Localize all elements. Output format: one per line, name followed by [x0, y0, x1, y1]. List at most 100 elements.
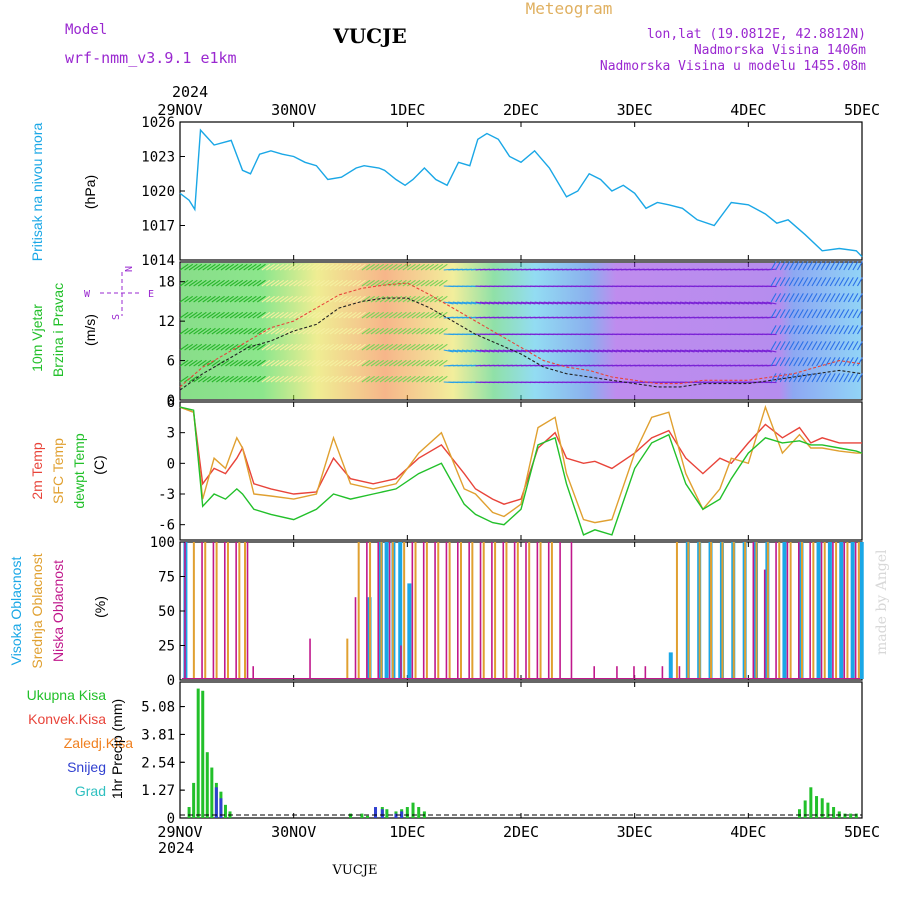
- wind-vector: [311, 343, 321, 351]
- wind-vector: [275, 375, 284, 383]
- wind-vector: [834, 277, 841, 287]
- wind-vector: [320, 359, 330, 367]
- wind-vector: [352, 359, 362, 367]
- wind-vector: [261, 375, 271, 383]
- wind-label-2: Brzina i Pravac: [50, 283, 66, 377]
- wind-vector: [216, 263, 225, 271]
- wind-vector: [843, 277, 850, 287]
- bottom-date-tick: 3DEC: [617, 823, 653, 841]
- wind-vector: [802, 309, 809, 319]
- wind-vector: [548, 349, 559, 353]
- wind-vector: [179, 327, 189, 335]
- wind-vector: [357, 343, 366, 351]
- wind-vector: [306, 279, 316, 287]
- wind-vector: [643, 301, 654, 305]
- wind-vector: [766, 301, 777, 305]
- wind-vector: [639, 301, 650, 305]
- wind-vector: [384, 359, 394, 367]
- wind-vector: [225, 279, 234, 287]
- wind-vector: [856, 373, 863, 383]
- year-bottom: 2024: [158, 839, 194, 857]
- wind-vector: [434, 279, 444, 287]
- model-altitude: Nadmorska Visina u modelu 1455.08m: [600, 59, 866, 74]
- wind-vector: [202, 359, 212, 367]
- wind-vector: [229, 343, 239, 351]
- wind-vector: [847, 261, 854, 271]
- wind-vector: [438, 279, 448, 287]
- wind-vector: [384, 263, 394, 271]
- wind-vector: [797, 373, 804, 383]
- wind-vector: [252, 295, 262, 303]
- wind-vector: [179, 295, 189, 303]
- temp-line: [179, 404, 862, 524]
- wind-vector: [684, 301, 695, 305]
- wind-vector: [416, 311, 425, 319]
- wind-vector: [375, 359, 385, 367]
- wind-vector: [580, 349, 591, 353]
- wind-vector: [811, 325, 818, 335]
- wind-vector: [238, 311, 248, 319]
- chart-title: Meteogram: [526, 0, 613, 18]
- wind-vector: [252, 279, 262, 287]
- wind-vector: [311, 263, 321, 271]
- wind-vector: [820, 373, 827, 383]
- wind-vector: [306, 311, 316, 319]
- wind-vector: [261, 295, 271, 303]
- wind-vector: [652, 301, 663, 305]
- wind-vector: [384, 279, 394, 287]
- wind-vector: [402, 263, 412, 271]
- wind-vector: [429, 359, 439, 367]
- wind-vector: [775, 261, 782, 271]
- wind-vector: [693, 349, 704, 353]
- wind-vector: [284, 359, 294, 367]
- wind-vector: [420, 279, 430, 287]
- wind-vector: [770, 261, 777, 271]
- wind-vector: [197, 327, 207, 335]
- wind-vector: [489, 349, 500, 353]
- wind-vector: [407, 343, 416, 351]
- wind-vector: [247, 263, 257, 271]
- wind-vector: [784, 261, 791, 271]
- wind-vector: [652, 349, 663, 353]
- wind-vector: [438, 343, 448, 351]
- wind-vector: [179, 375, 189, 383]
- wind-vector: [730, 301, 741, 305]
- wind-vector: [225, 263, 234, 271]
- wind-vector: [193, 295, 203, 303]
- wind-vector: [797, 341, 804, 351]
- wind-vector: [802, 293, 809, 303]
- wind-vector: [384, 343, 394, 351]
- y-tick-label: 1023: [141, 150, 175, 166]
- y-tick-label: 5.08: [141, 700, 175, 716]
- wind-vector: [284, 375, 294, 383]
- model-name: wrf-nmm_v3.9.1 e1km: [65, 49, 237, 67]
- wind-vector: [847, 373, 854, 383]
- wind-vector: [347, 375, 357, 383]
- wind-vector: [306, 375, 316, 383]
- wind-vector: [766, 333, 777, 336]
- wind-vector: [193, 343, 203, 351]
- wind-vector: [770, 293, 777, 303]
- wind-vector: [238, 343, 248, 351]
- wind-vector: [252, 311, 262, 319]
- wind-vector: [270, 263, 280, 271]
- wind-vector: [334, 311, 344, 319]
- wind-vector: [702, 301, 713, 305]
- wind-vector: [220, 327, 230, 335]
- wind-vector: [243, 375, 253, 383]
- wind-vector: [366, 263, 375, 271]
- wind-vector: [779, 293, 786, 303]
- model-label: Model: [65, 22, 107, 38]
- precip-bar: [196, 688, 200, 818]
- wind-vector: [393, 343, 403, 351]
- wind-vector: [407, 263, 416, 271]
- wind-vector: [293, 263, 303, 271]
- wind-vector: [806, 325, 813, 335]
- watermark: made by Angel: [874, 549, 890, 655]
- wind-vector: [707, 301, 718, 305]
- wind-vector: [411, 311, 421, 319]
- pressure-label: Pritisak na nivou mora: [29, 123, 45, 262]
- wind-vector: [184, 359, 194, 367]
- wind-vector: [375, 263, 385, 271]
- wind-vector: [220, 279, 230, 287]
